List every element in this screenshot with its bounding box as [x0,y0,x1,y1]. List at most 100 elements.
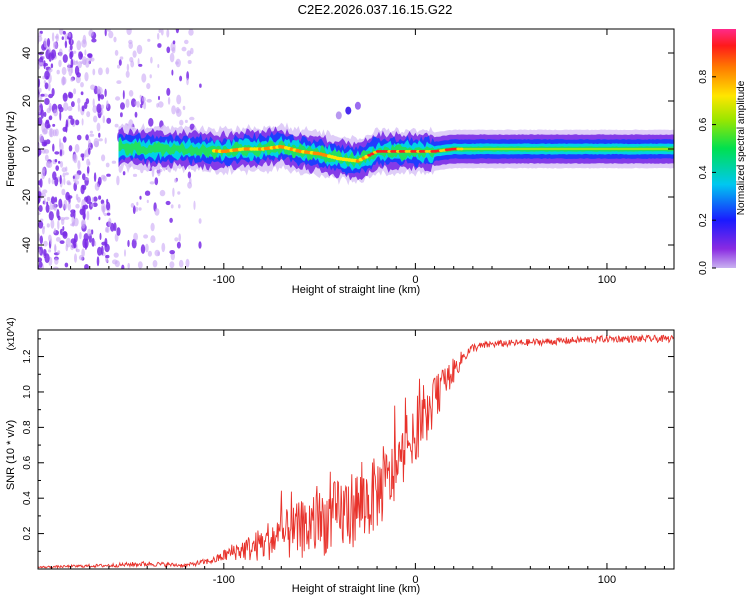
noise-speckle [157,32,160,40]
noise-speckle [38,88,42,93]
noise-speckle [72,175,75,179]
noise-speckle [70,118,75,126]
noise-speckle [96,85,101,94]
noise-speckle [174,178,178,183]
noise-speckle [104,243,110,253]
noise-speckle [106,100,109,109]
noise-speckle [170,204,174,209]
noise-speckle [54,177,59,187]
noise-speckle [147,250,152,257]
noise-speckle [78,254,84,261]
noise-speckle [48,52,52,62]
noise-speckle [148,117,154,127]
noise-speckle [59,149,63,157]
noise-speckle [43,240,48,247]
noise-speckle [59,161,64,168]
noise-speckle [42,55,45,60]
noise-speckle [75,75,81,84]
noise-speckle [136,201,139,206]
noise-speckle [116,227,121,236]
noise-speckle [54,243,57,253]
noise-speckle [132,205,136,215]
noise-speckle [46,223,50,228]
noise-speckle [118,59,122,66]
noise-speckle [96,103,102,114]
noise-speckle [144,190,151,196]
noise-speckle [104,227,109,233]
noise-speckle [105,162,110,168]
noise-speckle [73,50,77,54]
noise-speckle [154,177,159,186]
noise-speckle [62,136,67,143]
noise-speckle [92,68,96,76]
noise-speckle [63,102,69,112]
noise-speckle [177,191,181,195]
noise-speckle [154,208,160,216]
snr-panel: -100 0 100 0.2 0.4 0.6 0.8 1.0 1.2 Height of str… [5,317,675,595]
noise-speckle [119,56,124,60]
noise-speckle [178,204,181,209]
noise-speckle [146,98,152,103]
noise-speckle [40,93,45,97]
noise-speckle [43,249,47,257]
noise-speckle [189,177,192,185]
noise-speckle [120,112,123,118]
noise-speckle [38,105,41,115]
noise-speckle [70,67,74,74]
snr-y-tick-label: 0.4 [22,491,33,505]
noise-speckle [171,47,176,54]
noise-speckle [77,196,81,203]
noise-speckle [96,256,100,267]
noise-speckle [56,209,60,219]
colorbar-tick-label: 0.2 [698,213,709,227]
noise-speckle [54,257,59,265]
noise-speckle [199,83,202,88]
noise-speckle [43,38,48,48]
noise-speckle [105,67,110,75]
noise-speckle [84,49,87,56]
noise-speckle [98,138,103,142]
noise-speckle [128,39,133,45]
noise-speckle [42,62,48,67]
noise-speckle [64,262,69,268]
noise-speckle [38,205,43,212]
noise-speckle [126,29,132,36]
noise-speckle [73,209,76,219]
noise-speckle [73,239,77,249]
noise-speckle [90,84,96,90]
noise-speckle [77,97,81,104]
noise-speckle [121,264,125,269]
noise-speckle [38,194,41,204]
noise-speckle [105,254,110,259]
noise-speckle [84,101,88,110]
noise-speckle [175,29,179,34]
noise-speckle [143,101,147,110]
noise-speckle [80,153,85,158]
noise-speckle [106,117,112,124]
noise-speckle [138,63,143,67]
noise-speckle [118,165,123,173]
noise-speckle [44,253,50,264]
noise-speckle [169,250,175,255]
noise-speckle [48,211,54,221]
noise-speckle [79,232,82,240]
colorbar-label: Normalized spectral amplitude [736,80,747,215]
noise-speckle [64,40,68,49]
noise-speckle [100,245,104,256]
noise-speckle [52,129,57,137]
noise-speckle [55,237,61,242]
noise-speckle [198,218,202,224]
noise-speckle [188,29,194,36]
noise-speckle [176,241,181,249]
noise-speckle [97,93,101,102]
chart-title: C2E2.2026.037.16.15.G22 [298,2,453,17]
noise-speckle [132,50,137,58]
noise-speckle [186,50,192,57]
snr-y-tick-label: 0.6 [22,455,33,469]
noise-speckle [72,154,77,162]
noise-speckle [166,87,171,96]
noise-speckle [38,101,42,106]
noise-speckle [159,189,166,197]
noise-speckle [150,222,155,232]
spectrogram-panel: -100 0 100 -40 -20 0 20 40 Height of straight l… [5,28,675,296]
